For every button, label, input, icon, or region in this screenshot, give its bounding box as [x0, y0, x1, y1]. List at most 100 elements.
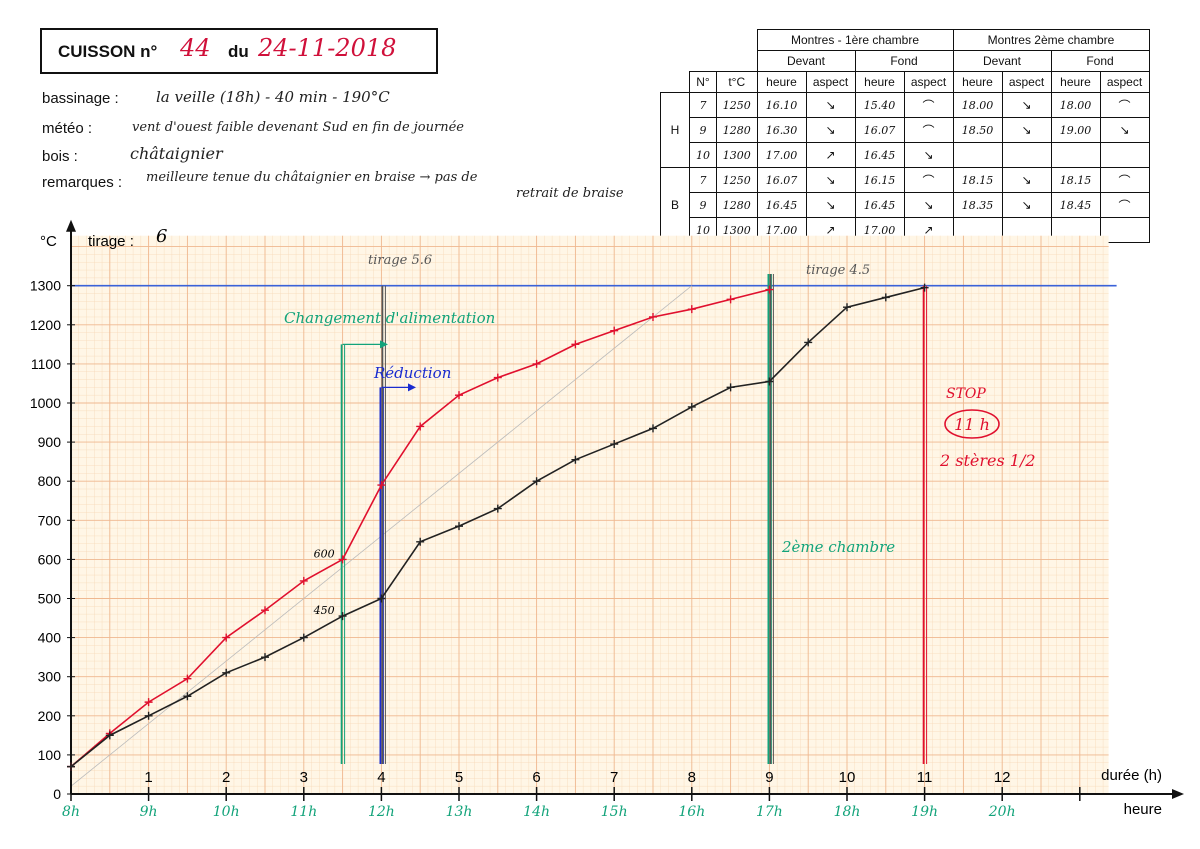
- time-tick-label: 19h: [911, 804, 938, 820]
- remarques-label: remarques :: [42, 174, 123, 191]
- point-label: 600: [314, 547, 335, 560]
- x-axis-arrow: [1172, 789, 1184, 799]
- stop-duration-circle: [944, 409, 1000, 439]
- data-point: [532, 477, 541, 486]
- data-point: [377, 481, 386, 490]
- time-tick-label: 15h: [601, 804, 628, 820]
- data-point: [338, 555, 347, 564]
- row-aspect: ↘: [1001, 117, 1052, 143]
- data-point: [532, 359, 541, 368]
- data-point: [261, 653, 269, 662]
- y-tick-label: 700: [38, 512, 62, 528]
- row-heure: [1050, 142, 1101, 168]
- data-point: [105, 731, 114, 740]
- row-heure: 18.35: [952, 192, 1003, 218]
- stop-duration: 11 h: [954, 415, 990, 434]
- row-heure: 16.30: [756, 117, 807, 143]
- data-point: [222, 633, 231, 642]
- data-point: [299, 633, 308, 642]
- y-tick-label: 100: [38, 747, 62, 763]
- row-heure: 16.10: [756, 92, 807, 118]
- data-point: [261, 606, 269, 615]
- y-tick-label: 1200: [30, 317, 61, 333]
- data-point: [416, 537, 425, 546]
- duration-tick-label: 9: [765, 769, 773, 786]
- data-point: [687, 305, 696, 314]
- row-aspect: [1099, 217, 1150, 243]
- row-aspect: ⌒: [1099, 192, 1150, 218]
- data-point: [765, 285, 774, 294]
- duration-tick-label: 4: [377, 769, 385, 786]
- data-point: [493, 504, 502, 513]
- data-point: [571, 455, 580, 464]
- row-heure: 18.00: [952, 92, 1003, 118]
- row-temp: 1250: [716, 92, 758, 118]
- data-point: [416, 422, 425, 431]
- y-tick-label: 500: [38, 591, 62, 607]
- data-point: [649, 312, 657, 321]
- event-arrow-head: [408, 383, 416, 392]
- table-row: H 7 1250 16.10 ↘ 15.40 ⌒ 18.00 ↘ 18.00 ⌒: [660, 92, 1150, 168]
- bois-value: châtaignier: [130, 144, 223, 163]
- data-point: [687, 402, 696, 411]
- y-axis-arrow: [66, 219, 76, 232]
- event-label-reduction: Réduction: [373, 364, 451, 382]
- data-point: [299, 576, 308, 585]
- event-arrow-head: [380, 340, 388, 349]
- duration-tick-label: 12: [994, 769, 1011, 786]
- row-aspect: ↘: [1099, 117, 1150, 143]
- row-no: 9: [689, 117, 717, 143]
- time-tick-label: 9h: [140, 804, 158, 820]
- time-tick-label: 8h: [62, 804, 80, 820]
- devant-header: Devant: [756, 50, 856, 72]
- data-point: [455, 522, 463, 531]
- row-heure: 18.45: [1050, 192, 1101, 218]
- row-aspect: ⌒: [903, 117, 954, 143]
- zone-h: H: [660, 92, 690, 168]
- event-label-tirage-2: tirage 4.5: [806, 263, 870, 278]
- remarques-value-2: retrait de braise: [516, 186, 624, 201]
- duration-tick-label: 5: [455, 769, 463, 786]
- row-no: 7: [689, 92, 717, 118]
- duration-tick-label: 3: [300, 769, 308, 786]
- cuisson-label: CUISSON n°: [58, 42, 158, 61]
- data-point: [804, 338, 813, 347]
- tirage-label: tirage :: [88, 233, 134, 250]
- data-point: [67, 762, 75, 771]
- group2-header: Montres 2ème chambre: [952, 29, 1150, 51]
- row-temp: 1280: [716, 117, 758, 143]
- y-tick-label: 1300: [30, 278, 61, 294]
- y-tick-label: 1100: [31, 356, 61, 372]
- data-point: [183, 674, 192, 683]
- table-row: B 7 1250 16.07 ↘ 16.15 ⌒ 18.15 ↘ 18.15 ⌒: [660, 167, 1150, 243]
- data-point: [493, 373, 502, 382]
- row-no: 9: [689, 192, 717, 218]
- data-point: [144, 711, 153, 720]
- data-point: [183, 692, 192, 701]
- meteo-value: vent d'ouest faible devenant Sud en fin …: [132, 120, 464, 135]
- duration-tick-label: 11: [917, 769, 933, 786]
- fond-header-2: Fond: [1050, 50, 1150, 72]
- data-point: [843, 303, 851, 312]
- row-aspect: ↘: [805, 117, 856, 143]
- y-tick-label: 1000: [30, 395, 61, 411]
- event-label-tirage-1: tirage 5.6: [368, 253, 432, 268]
- data-point: [881, 293, 890, 302]
- duration-tick-label: 2: [222, 769, 230, 786]
- data-point: [377, 594, 386, 603]
- data-point: [649, 424, 657, 433]
- row-aspect: ↘: [903, 142, 954, 168]
- x-axis-label-time: heure: [1124, 801, 1162, 818]
- time-tick-label: 16h: [678, 804, 705, 820]
- meteo-label: météo :: [42, 120, 93, 137]
- point-label: 450: [313, 604, 335, 617]
- du-label: du: [228, 42, 249, 61]
- time-tick-label: 11h: [290, 804, 317, 820]
- x-axis-label-duration: durée (h): [1101, 767, 1162, 784]
- watch-table: Montres - 1ère chambre Montres 2ème cham…: [660, 29, 1150, 243]
- row-aspect: [1099, 142, 1150, 168]
- time-tick-label: 14h: [523, 804, 550, 820]
- tirage-value: 6: [156, 226, 167, 247]
- time-tick-label: 17h: [756, 804, 783, 820]
